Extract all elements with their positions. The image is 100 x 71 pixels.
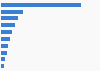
Bar [1, 57, 5, 61]
Bar [1, 64, 4, 68]
Bar [1, 16, 18, 21]
Bar [1, 50, 7, 55]
Bar [1, 44, 8, 48]
Bar [1, 23, 15, 27]
Bar [1, 30, 12, 34]
Bar [1, 3, 81, 7]
Bar [1, 10, 23, 14]
Bar [1, 37, 10, 41]
